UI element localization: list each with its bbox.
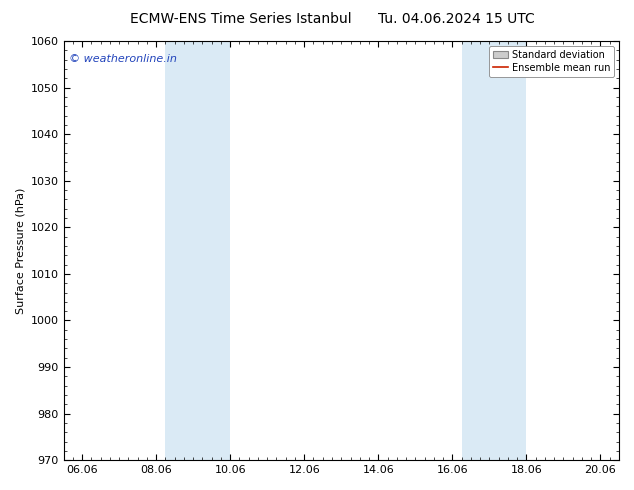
Legend: Standard deviation, Ensemble mean run: Standard deviation, Ensemble mean run — [489, 46, 614, 76]
Text: Tu. 04.06.2024 15 UTC: Tu. 04.06.2024 15 UTC — [378, 12, 535, 26]
Bar — [462, 41, 526, 460]
Bar — [165, 41, 230, 460]
Text: ECMW-ENS Time Series Istanbul: ECMW-ENS Time Series Istanbul — [130, 12, 352, 26]
Text: © weatheronline.in: © weatheronline.in — [69, 53, 177, 64]
Y-axis label: Surface Pressure (hPa): Surface Pressure (hPa) — [15, 187, 25, 314]
